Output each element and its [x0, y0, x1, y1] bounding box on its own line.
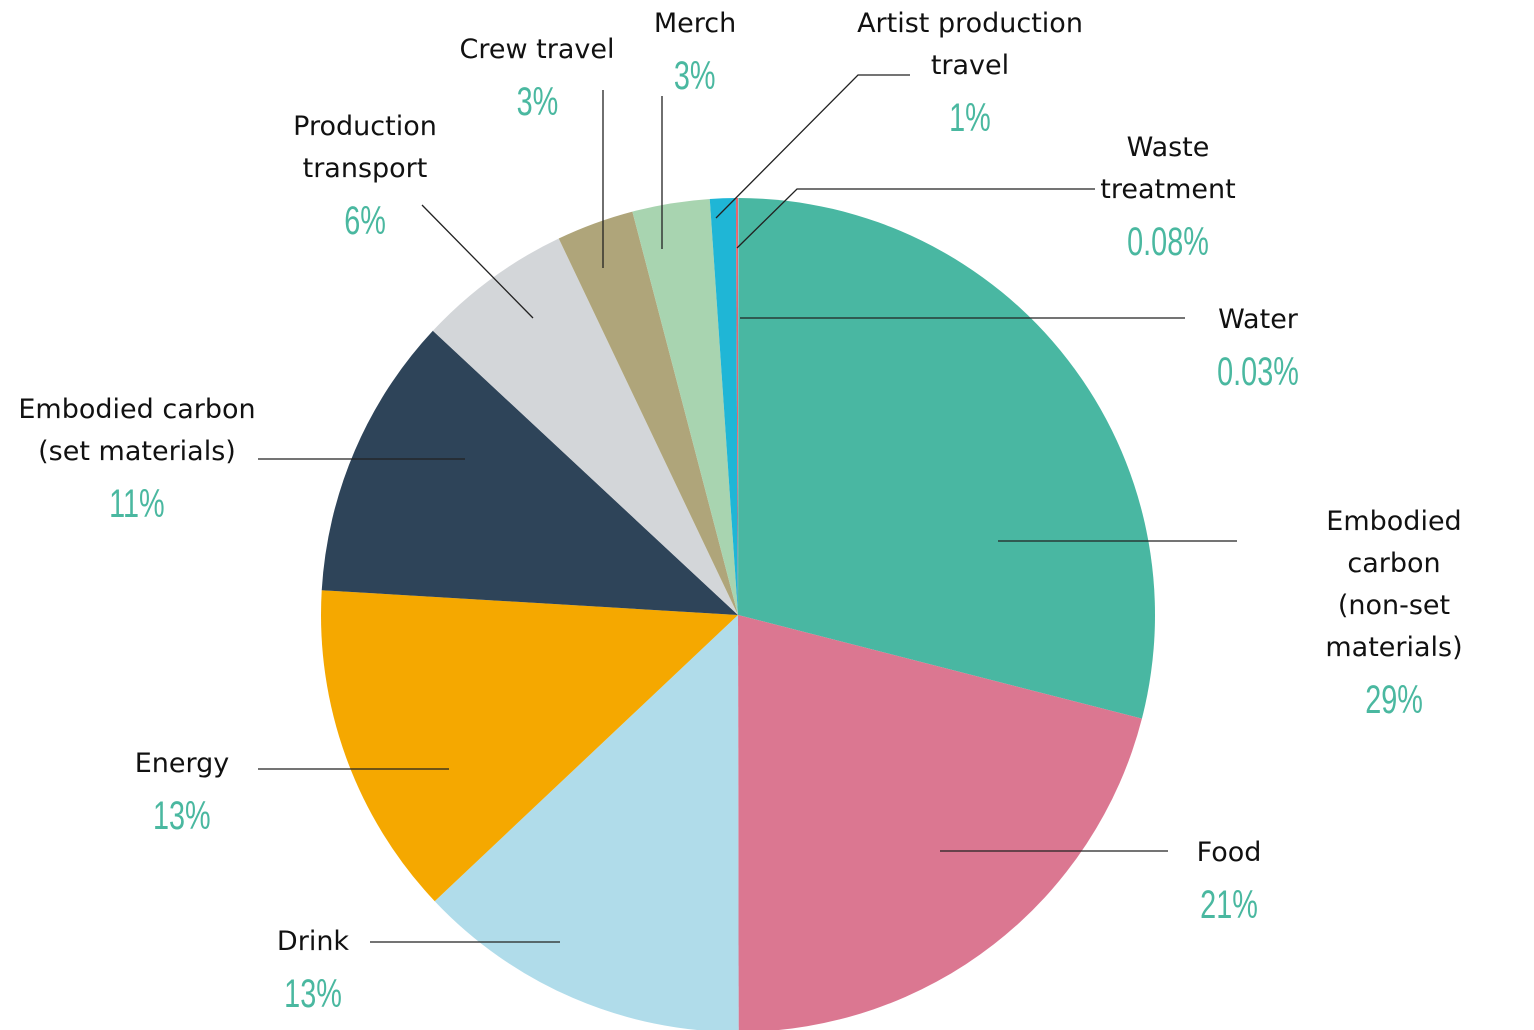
category-label: Water — [1218, 304, 1298, 335]
category-label: Drink — [276, 926, 350, 957]
leader-line — [421, 204, 534, 319]
slice-label: Food 21% — [1189, 832, 1269, 936]
value-label: 3% — [674, 54, 716, 98]
value-label: 11% — [109, 482, 165, 526]
value-label: 29% — [1365, 678, 1423, 722]
value-label: 3% — [516, 80, 558, 124]
value-label: 21% — [1200, 883, 1258, 927]
pie-slice — [321, 590, 738, 902]
slice-label: Merch 3% — [654, 3, 736, 107]
category-label: Embodied carbon (non-set materials) — [1325, 506, 1463, 663]
slice-label: Energy 13% — [135, 743, 230, 847]
slice-label: Production transport 6% — [293, 106, 437, 252]
slice-label: Artist production travel 1% — [857, 3, 1083, 149]
slice-label: Water 0.03% — [1201, 299, 1314, 403]
slice-label: Embodied carbon (set materials) 11% — [18, 389, 255, 535]
pie-slice — [735, 198, 738, 615]
pie-slice — [321, 330, 738, 615]
category-label: Embodied carbon (set materials) — [18, 394, 256, 467]
value-label: 6% — [344, 199, 386, 243]
category-label: Waste treatment — [1100, 132, 1236, 205]
pie-slice — [632, 198, 738, 615]
value-label: 13% — [284, 972, 342, 1016]
pie-slice — [738, 198, 739, 615]
pie-slice — [558, 211, 738, 616]
slice-label: Embodied carbon (non-set materials) 29% — [1324, 501, 1464, 731]
category-label: Energy — [134, 748, 230, 779]
value-label: 0.03% — [1217, 350, 1299, 394]
category-label: Merch — [653, 8, 737, 39]
category-label: Artist production travel — [857, 8, 1083, 81]
category-label: Food — [1196, 837, 1262, 868]
slice-label: Drink 13% — [273, 921, 353, 1025]
pie-slice — [432, 238, 738, 615]
pie-slice — [434, 615, 739, 1030]
value-label: 0.08% — [1127, 220, 1209, 264]
value-label: 13% — [153, 794, 211, 838]
leader-line — [736, 188, 1095, 249]
value-label: 1% — [949, 96, 991, 140]
leader-line — [715, 74, 910, 219]
pie-slice — [709, 198, 738, 615]
category-label: Crew travel — [459, 34, 615, 65]
pie-slice — [738, 615, 1142, 1030]
slice-label: Crew travel 3% — [460, 29, 615, 133]
slice-label: Waste treatment 0.08% — [1100, 127, 1235, 273]
pie-slice — [738, 198, 1155, 719]
category-label: Production transport — [293, 111, 437, 184]
